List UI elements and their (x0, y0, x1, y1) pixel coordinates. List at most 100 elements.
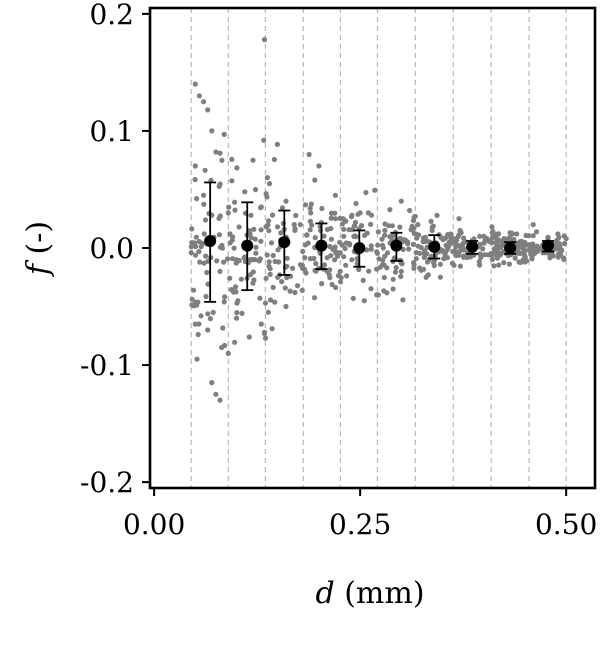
mean-point-2 (278, 236, 291, 249)
raw-point-38 (328, 236, 334, 242)
raw-point-467 (430, 223, 436, 229)
raw-point-141 (428, 218, 434, 224)
raw-point-304 (441, 256, 447, 262)
raw-point-522 (491, 249, 497, 255)
raw-point-393 (519, 238, 525, 245)
raw-point-361 (386, 223, 392, 229)
raw-point-606 (292, 289, 298, 296)
raw-point-696 (547, 251, 553, 257)
raw-point-650 (250, 157, 256, 163)
raw-point-596 (495, 231, 502, 237)
raw-point-477 (232, 339, 238, 345)
raw-point-485 (397, 224, 403, 230)
raw-point-405 (450, 248, 456, 255)
mean-point-0 (204, 234, 217, 247)
raw-point-11 (313, 261, 319, 267)
raw-point-517 (270, 252, 276, 259)
raw-point-694 (514, 231, 520, 237)
raw-point-617 (421, 254, 427, 261)
raw-point-455 (292, 226, 298, 232)
raw-point-359 (389, 223, 395, 229)
raw-point-131 (205, 311, 211, 317)
raw-point-693 (497, 252, 503, 258)
raw-point-142 (189, 226, 195, 232)
raw-point-608 (455, 252, 461, 258)
raw-point-416 (333, 284, 339, 291)
raw-point-312 (284, 263, 290, 269)
binned-mean-3 (315, 222, 328, 270)
raw-point-679 (299, 263, 306, 269)
binned-mean-9 (542, 239, 555, 253)
raw-point-311 (201, 260, 207, 266)
y-axis-ticks: 0.2 0.1 0.0 -0.1 -0.2 (80, 0, 150, 499)
raw-point-561 (381, 288, 387, 294)
raw-point-136 (489, 230, 495, 236)
raw-point-658 (219, 344, 225, 351)
raw-point-695 (530, 222, 536, 228)
raw-point-34 (192, 177, 198, 183)
raw-point-360 (247, 257, 253, 263)
raw-point-336 (269, 212, 276, 218)
raw-point-647 (217, 150, 223, 156)
raw-point-196 (262, 300, 269, 306)
raw-point-549 (268, 240, 275, 246)
raw-point-678 (291, 222, 297, 228)
raw-point-588 (311, 295, 318, 301)
raw-point-637 (257, 295, 263, 301)
raw-point-428 (448, 240, 454, 246)
raw-point-480 (247, 272, 253, 278)
raw-point-621 (219, 245, 225, 251)
raw-point-133 (380, 257, 386, 263)
raw-point-250 (201, 201, 207, 207)
raw-point-424 (411, 225, 417, 231)
raw-point-632 (248, 235, 254, 241)
raw-point-274 (382, 232, 388, 238)
raw-point-433 (274, 141, 280, 147)
raw-point-77 (274, 224, 281, 230)
raw-point-192 (424, 259, 431, 265)
raw-point-177 (263, 275, 269, 281)
raw-point-362 (437, 274, 443, 280)
raw-point-451 (263, 191, 269, 197)
raw-point-7 (491, 263, 497, 269)
mean-point-6 (428, 240, 441, 253)
raw-point-690 (448, 231, 454, 237)
raw-point-139 (234, 165, 240, 171)
raw-point-386 (400, 297, 406, 303)
raw-point-503 (287, 288, 293, 294)
raw-point-335 (328, 215, 334, 221)
raw-point-449 (300, 248, 306, 254)
raw-point-193 (197, 259, 203, 265)
binned-mean-1 (241, 201, 254, 292)
raw-point-642 (201, 99, 207, 105)
raw-point-284 (194, 196, 200, 202)
raw-point-441 (284, 255, 290, 261)
raw-point-600 (368, 286, 374, 292)
raw-point-263 (398, 273, 404, 280)
raw-point-648 (261, 37, 268, 43)
raw-point-315 (207, 316, 213, 322)
raw-point-317 (279, 279, 285, 285)
raw-point-262 (258, 238, 264, 244)
raw-point-347 (204, 269, 210, 276)
raw-point-657 (209, 380, 215, 386)
raw-point-630 (330, 246, 336, 253)
raw-point-523 (311, 255, 317, 262)
raw-point-532 (332, 257, 338, 263)
raw-point-506 (293, 212, 299, 219)
raw-point-491 (517, 243, 523, 249)
raw-point-700 (353, 200, 359, 207)
raw-point-663 (258, 321, 264, 327)
raw-point-534 (534, 243, 540, 249)
raw-point-298 (366, 268, 372, 274)
raw-point-379 (236, 224, 242, 230)
raw-point-541 (272, 258, 278, 265)
raw-point-134 (418, 244, 424, 251)
raw-point-15 (379, 236, 385, 242)
raw-point-616 (351, 223, 357, 229)
raw-point-531 (278, 230, 284, 236)
raw-point-265 (304, 232, 310, 238)
raw-point-406 (195, 331, 201, 338)
raw-point-655 (213, 391, 219, 397)
